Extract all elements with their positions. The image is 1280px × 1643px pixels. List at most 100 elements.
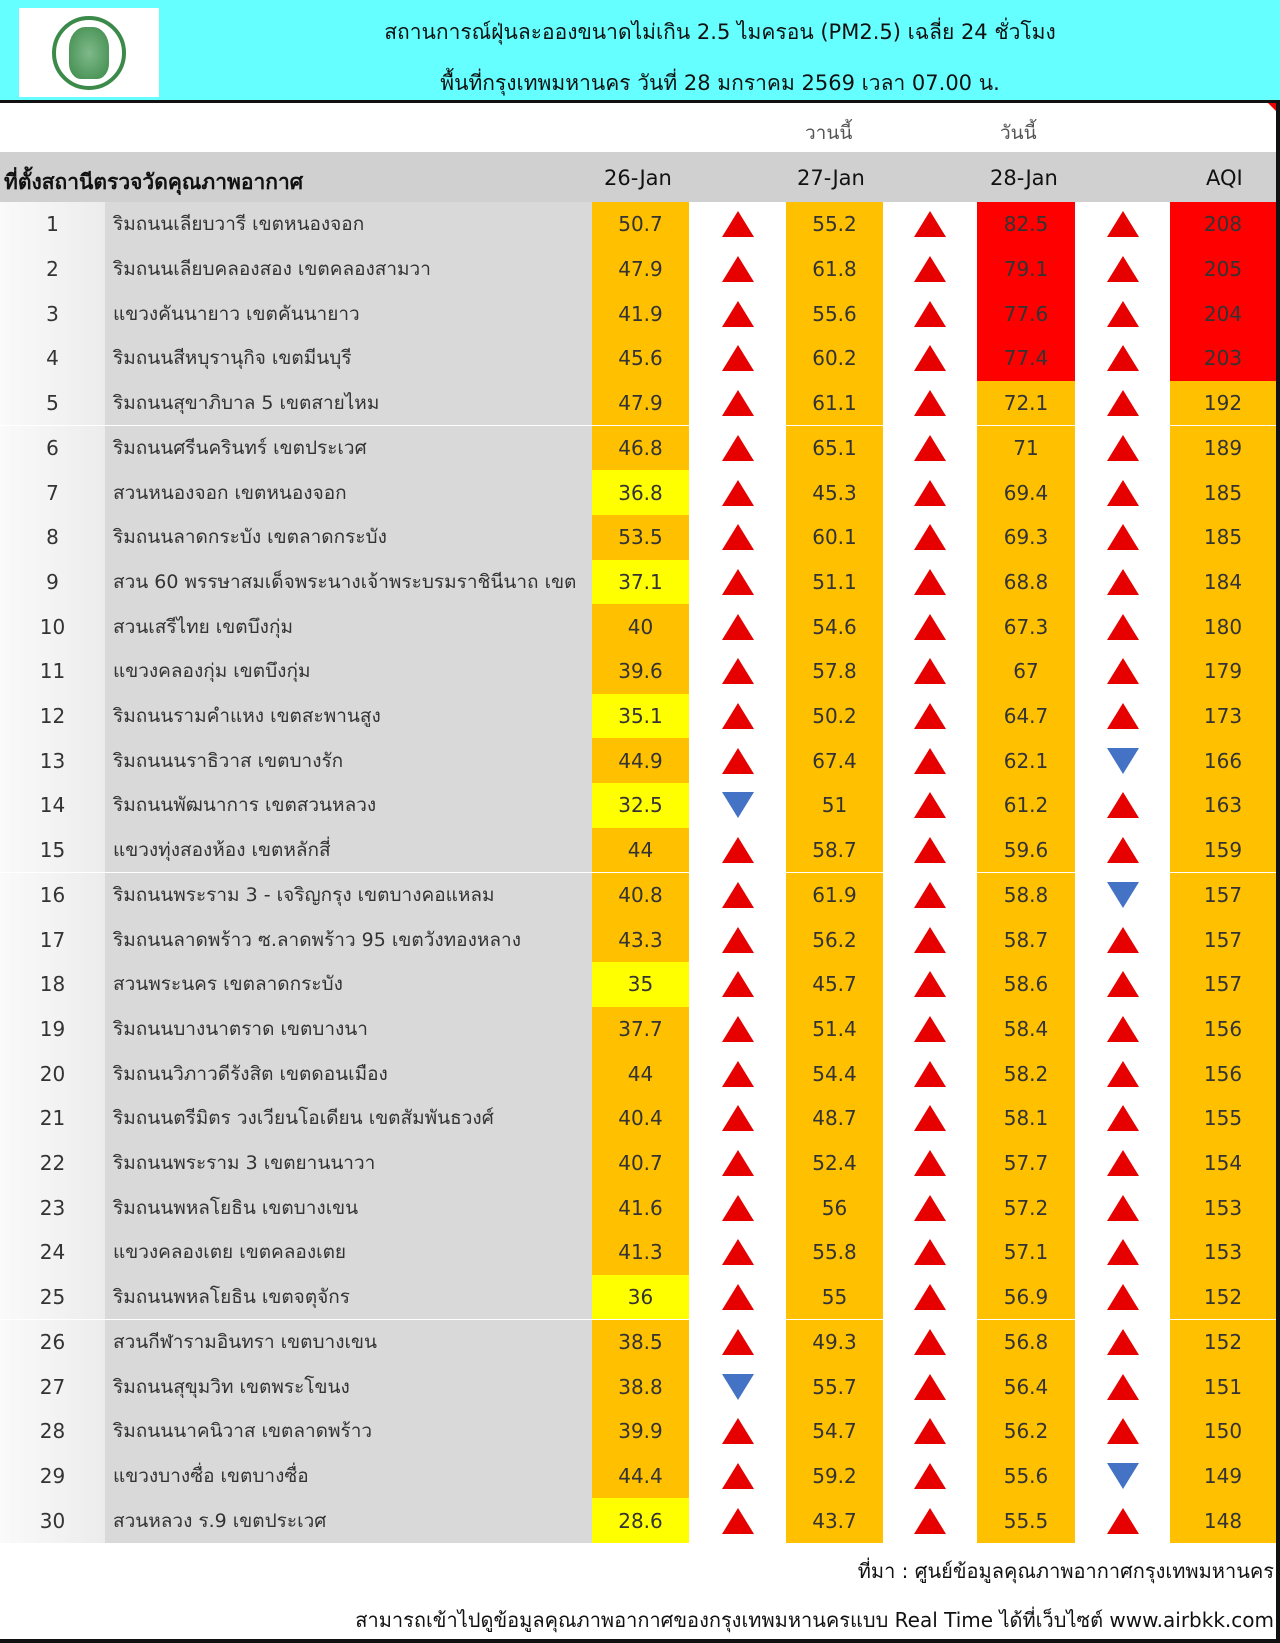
pm25-date3: 55.6: [977, 1453, 1075, 1499]
aqi-value: 156: [1170, 1006, 1276, 1052]
station-name: สวน 60 พรรษาสมเด็จพระนางเจ้าพระบรมราชินี…: [105, 559, 592, 605]
pm25-date3: 56.8: [977, 1319, 1075, 1365]
pm25-date3: 77.4: [977, 336, 1075, 381]
station-name: ริมถนนสีหบุรานุกิจ เขตมีนบุรี: [105, 336, 592, 381]
aqi-value: 151: [1170, 1364, 1276, 1409]
station-name: ริมถนนวิภาวดีรังสิต เขตดอนเมือง: [105, 1051, 592, 1096]
trend-cell: [883, 649, 977, 694]
pm25-date3: 58.2: [977, 1051, 1075, 1096]
pm25-date2: 55.7: [786, 1364, 883, 1409]
pm25-date2: 52.4: [786, 1140, 883, 1186]
aqi-value: 152: [1170, 1319, 1276, 1365]
trend-cell: [689, 961, 786, 1007]
row-number: 1: [0, 202, 105, 247]
trend-cell: [689, 202, 786, 247]
trend-cell: [883, 1230, 977, 1275]
trend-up-icon: [1106, 1015, 1139, 1042]
pm25-date3: 64.7: [977, 693, 1075, 739]
trend-up-icon: [1106, 1284, 1139, 1311]
trend-up-icon: [914, 524, 946, 551]
trend-up-icon: [1106, 1060, 1139, 1087]
table-row: 30 สวนหลวง ร.9 เขตประเวศ 28.6 43.7 55.5 148: [0, 1498, 1276, 1543]
trend-up-icon: [1106, 926, 1139, 953]
pm25-date1: 39.9: [592, 1408, 689, 1454]
trend-up-icon: [1106, 524, 1139, 551]
trend-cell: [1075, 514, 1170, 560]
aqi-value: 180: [1170, 604, 1276, 649]
trend-up-icon: [914, 211, 946, 238]
pm25-date3: 67.3: [977, 604, 1075, 649]
row-number: 29: [0, 1453, 105, 1499]
row-number: 19: [0, 1006, 105, 1052]
trend-up-icon: [914, 1060, 946, 1087]
trend-down-icon: [721, 792, 754, 819]
report-header: สถานการณ์ฝุ่นละอองขนาดไม่เกิน 2.5 ไมครอน…: [0, 0, 1280, 103]
pm25-date3: 77.6: [977, 291, 1075, 337]
table-row: 9 สวน 60 พรรษาสมเด็จพระนางเจ้าพระบรมราชิน…: [0, 559, 1276, 605]
trend-cell: [1075, 1364, 1170, 1409]
table-row: 24 แขวงคลองเตย เขตคลองเตย 41.3 55.8 57.1 153: [0, 1230, 1276, 1275]
trend-up-icon: [1106, 1328, 1139, 1355]
pm25-date1: 39.6: [592, 649, 689, 694]
trend-cell: [883, 336, 977, 381]
trend-up-icon: [914, 881, 946, 908]
aqi-value: 166: [1170, 738, 1276, 784]
trend-cell: [883, 1140, 977, 1186]
pm25-date1: 53.5: [592, 514, 689, 560]
trend-cell: [1075, 380, 1170, 426]
trend-up-icon: [721, 345, 754, 372]
trend-up-icon: [721, 613, 754, 640]
trend-cell: [689, 559, 786, 605]
pm25-date1: 38.5: [592, 1319, 689, 1365]
aqi-value: 153: [1170, 1185, 1276, 1231]
trend-up-icon: [914, 1507, 946, 1534]
trend-up-icon: [914, 390, 946, 417]
trend-cell: [689, 738, 786, 784]
pm25-date2: 55.8: [786, 1230, 883, 1275]
pm25-date3: 57.7: [977, 1140, 1075, 1186]
row-number: 24: [0, 1230, 105, 1275]
trend-up-icon: [721, 1239, 754, 1266]
pm25-date2: 51: [786, 783, 883, 828]
pm25-date3: 68.8: [977, 559, 1075, 605]
pm25-date1: 35: [592, 961, 689, 1007]
table-row: 21 ริมถนนตรีมิตร วงเวียนโอเดียน เขตสัมพัน…: [0, 1096, 1276, 1141]
pm25-date2: 55.2: [786, 202, 883, 247]
trend-cell: [1075, 291, 1170, 337]
aqi-value: 203: [1170, 336, 1276, 381]
table-row: 5 ริมถนนสุขาภิบาล 5 เขตสายไหม 47.9 61.1 72.1…: [0, 380, 1276, 426]
pm25-date3: 58.1: [977, 1096, 1075, 1141]
trend-cell: [1075, 246, 1170, 292]
date3-column-header: 28-Jan: [990, 166, 1058, 190]
trend-up-icon: [721, 1194, 754, 1221]
trend-cell: [883, 1408, 977, 1454]
trend-cell: [689, 1096, 786, 1141]
trend-up-icon: [1106, 390, 1139, 417]
trend-cell: [1075, 1319, 1170, 1365]
trend-cell: [689, 1319, 786, 1365]
trend-up-icon: [914, 568, 946, 595]
station-name: แขวงคลองกุ่ม เขตบึงกุ่ม: [105, 649, 592, 694]
trend-cell: [1075, 202, 1170, 247]
trend-cell: [883, 604, 977, 649]
trend-cell: [883, 246, 977, 292]
trend-cell: [1075, 1185, 1170, 1231]
pm25-date3: 55.5: [977, 1498, 1075, 1543]
trend-up-icon: [1106, 1239, 1139, 1266]
trend-down-icon: [1106, 747, 1139, 774]
trend-cell: [689, 872, 786, 918]
aqi-value: 156: [1170, 1051, 1276, 1096]
trend-cell: [883, 1319, 977, 1365]
pm25-date2: 55.6: [786, 291, 883, 337]
pm25-date1: 41.9: [592, 291, 689, 337]
pm25-date1: 47.9: [592, 380, 689, 426]
trend-cell: [883, 1498, 977, 1543]
pm25-date2: 67.4: [786, 738, 883, 784]
trend-up-icon: [914, 971, 946, 998]
trend-up-icon: [914, 792, 946, 819]
trend-up-icon: [721, 300, 754, 327]
row-number: 20: [0, 1051, 105, 1096]
trend-up-icon: [914, 837, 946, 864]
trend-cell: [1075, 559, 1170, 605]
table-row: 12 ริมถนนรามคำแหง เขตสะพานสูง 35.1 50.2 64.7…: [0, 693, 1276, 739]
